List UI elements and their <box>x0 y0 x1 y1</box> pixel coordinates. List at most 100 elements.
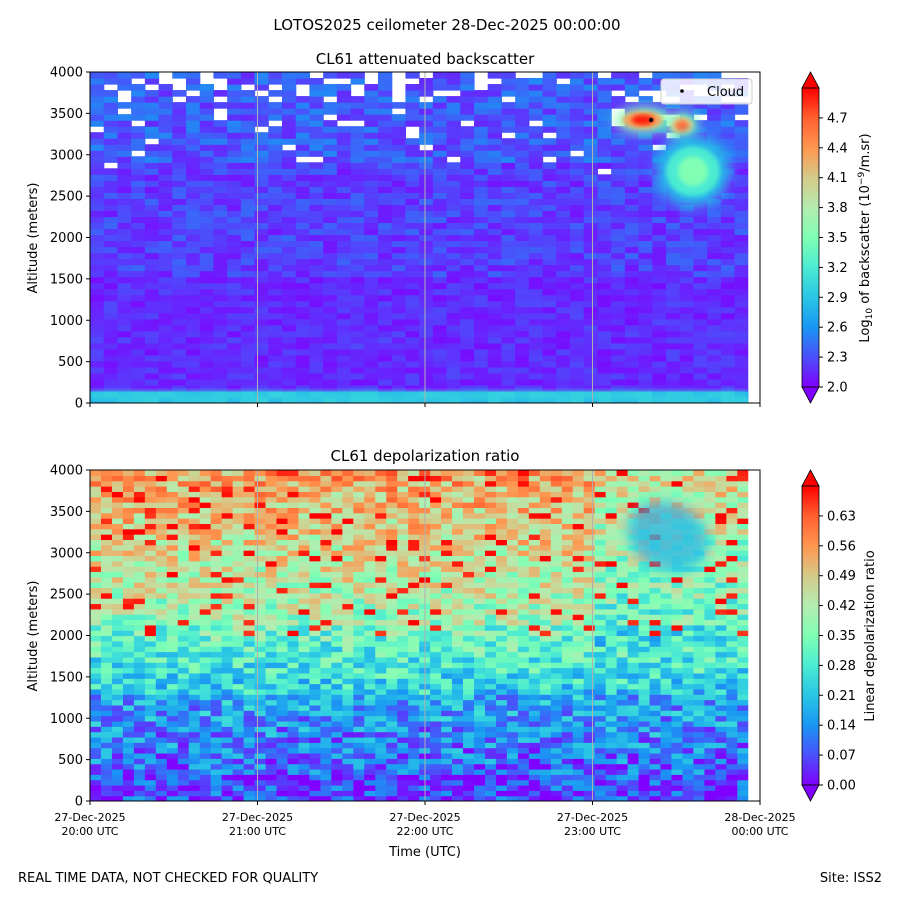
backscatter-cell <box>625 325 639 332</box>
backscatter-cell <box>474 186 488 193</box>
depol-cell <box>682 657 694 663</box>
depol-cell <box>430 678 442 684</box>
backscatter-cell <box>570 84 584 91</box>
backscatter-cell <box>241 186 255 193</box>
depol-cell <box>573 619 585 625</box>
backscatter-cell <box>200 307 214 314</box>
backscatter-cell <box>666 325 680 332</box>
depol-cell <box>562 721 574 727</box>
backscatter-cell <box>227 78 241 85</box>
depol-cell <box>156 721 168 727</box>
backscatter-cell <box>529 289 543 296</box>
depol-cell <box>408 587 420 593</box>
backscatter-cell <box>433 319 447 326</box>
backscatter-cell <box>255 108 269 115</box>
depol-cell <box>430 726 442 732</box>
depol-cell <box>661 785 673 791</box>
depol-cell <box>145 721 157 727</box>
backscatter-cell <box>543 313 557 320</box>
backscatter-cell <box>639 307 653 314</box>
backscatter-cell <box>378 84 392 91</box>
backscatter-cell <box>666 301 680 308</box>
depol-cell <box>342 678 354 684</box>
depol-cell <box>704 774 716 780</box>
depol-cell <box>408 694 420 700</box>
backscatter-cell <box>501 108 515 115</box>
backscatter-cell <box>172 319 186 326</box>
depol-cell <box>320 668 332 674</box>
backscatter-cell <box>693 295 707 302</box>
backscatter-cell <box>693 385 707 392</box>
backscatter-cell <box>460 108 474 115</box>
backscatter-cell <box>556 186 570 193</box>
backscatter-cell <box>145 361 159 368</box>
depol-cell <box>408 748 420 754</box>
backscatter-cell <box>529 247 543 254</box>
depol-cell <box>320 636 332 642</box>
depol-cell <box>189 694 201 700</box>
backscatter-cell <box>584 156 598 163</box>
depol-cell <box>408 684 420 690</box>
backscatter-cell <box>735 271 749 278</box>
depol-cell <box>156 689 168 695</box>
backscatter-cell <box>693 283 707 290</box>
backscatter-cell <box>488 216 502 223</box>
backscatter-cell <box>584 72 598 79</box>
depol-cell <box>682 705 694 711</box>
depol-cell <box>266 662 278 668</box>
backscatter-cell <box>735 228 749 235</box>
backscatter-cell <box>570 168 584 175</box>
backscatter-cell <box>200 379 214 386</box>
backscatter-cell <box>364 289 378 296</box>
backscatter-cell <box>419 367 433 374</box>
depol-cell <box>551 598 563 604</box>
backscatter-cell <box>570 349 584 356</box>
backscatter-cell <box>474 144 488 151</box>
depol-cell <box>441 646 453 652</box>
backscatter-cell <box>474 277 488 284</box>
depol-cell <box>189 753 201 759</box>
depol-cell <box>200 753 212 759</box>
backscatter-cell <box>268 192 282 199</box>
depol-cell <box>200 716 212 722</box>
depol-cell <box>606 710 618 716</box>
backscatter-cell <box>735 174 749 181</box>
depol-cell <box>584 764 596 770</box>
backscatter-cell <box>159 192 173 199</box>
backscatter-cell <box>117 289 131 296</box>
depol-cell <box>704 662 716 668</box>
backscatter-cell <box>172 102 186 109</box>
depol-cell <box>112 716 124 722</box>
depol-cell <box>211 694 223 700</box>
depol-cell <box>353 705 365 711</box>
backscatter-cell <box>515 355 529 362</box>
depol-cell <box>222 705 234 711</box>
depol-cell <box>715 630 727 636</box>
backscatter-cell <box>543 168 557 175</box>
backscatter-cell <box>419 325 433 332</box>
backscatter-cell <box>227 295 241 302</box>
depol-cell <box>682 619 694 625</box>
depol-cell <box>287 764 299 770</box>
depol-cell <box>529 619 541 625</box>
backscatter-cell <box>392 228 406 235</box>
depol-cell <box>375 705 387 711</box>
depol-cell <box>452 700 464 706</box>
backscatter-cell <box>584 144 598 151</box>
backscatter-cell <box>488 162 502 169</box>
backscatter-cell <box>104 265 118 272</box>
depol-cell <box>693 716 705 722</box>
depol-cell <box>342 705 354 711</box>
depol-cell <box>606 716 618 722</box>
depol-cell <box>628 710 640 716</box>
depol-cell <box>595 726 607 732</box>
backscatter-cell <box>186 307 200 314</box>
backscatter-cell <box>474 192 488 199</box>
depol-cell <box>606 593 618 599</box>
depol-cell <box>518 689 530 695</box>
depol-cell <box>682 678 694 684</box>
depol-cell <box>650 737 662 743</box>
depol-cell <box>737 668 749 674</box>
depol-cell <box>704 700 716 706</box>
depol-cell <box>112 758 124 764</box>
